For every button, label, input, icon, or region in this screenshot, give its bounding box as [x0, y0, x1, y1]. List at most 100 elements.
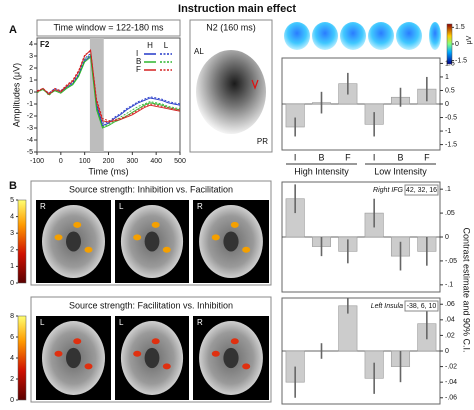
x-tick-label: 300 — [126, 158, 138, 165]
activation-blob — [54, 234, 63, 241]
y-tick-label: 1 — [445, 74, 449, 81]
x-tick-label: I — [373, 152, 376, 162]
scalp-map — [196, 50, 266, 134]
sensor-marker — [251, 79, 259, 90]
time-window — [89, 38, 104, 152]
y-tick-label: .06 — [445, 301, 455, 308]
y-tick-label: 1.5 — [445, 60, 455, 67]
colorbar-tick-label: 4 — [10, 355, 14, 362]
mini-maps — [284, 22, 441, 50]
brain-ventricle — [144, 347, 160, 369]
panel-label: B — [9, 180, 17, 192]
legend-label: F — [136, 65, 141, 74]
side-label: R — [40, 202, 46, 211]
y-tick-label: -.05 — [445, 258, 457, 265]
colorbar-unit: μV — [466, 35, 473, 44]
y-tick-label: -.04 — [445, 379, 457, 386]
brain-ventricle — [66, 231, 81, 252]
colorbar-tick-label: 2 — [10, 247, 14, 254]
plot-frame — [36, 37, 181, 153]
colorbar-tick-label: 0 — [10, 397, 14, 404]
erp-line — [36, 52, 181, 124]
y-tick-label: 3 — [29, 53, 33, 60]
colorbar-tick-label: -1.5 — [455, 58, 467, 65]
activation-blob — [230, 338, 239, 345]
y-tick-label: -1 — [27, 101, 33, 108]
activation-blob — [73, 338, 82, 345]
side-label: L — [119, 318, 124, 327]
y-tick-label: .02 — [445, 332, 455, 339]
activation-blob — [133, 234, 142, 241]
colorbar-tick-label: 6 — [10, 334, 14, 341]
y-tick-label: 0.5 — [445, 87, 455, 94]
y-tick-label: 0 — [445, 101, 449, 108]
colorbar-tick-label: 5 — [10, 197, 14, 204]
brain-ventricle — [66, 347, 81, 369]
colorbar-tick-label: 4 — [10, 213, 14, 220]
side-label: L — [119, 202, 124, 211]
coords-label: -38, 6, 10 — [407, 303, 437, 310]
colorbar-tick-label: 3 — [10, 230, 14, 237]
brain-colorbar — [17, 315, 27, 401]
region-label: Right IFG — [373, 187, 404, 194]
brain-ventricle — [223, 347, 239, 369]
y-tick-label: .05 — [445, 210, 455, 217]
y-tick-label: -1.5 — [445, 141, 457, 148]
y-tick-label: -5 — [27, 149, 33, 156]
topo-label: PR — [257, 137, 268, 146]
coords-box — [404, 300, 439, 312]
activation-blob — [242, 246, 251, 253]
y-tick-label: .04 — [445, 317, 455, 324]
activation-blob — [84, 246, 93, 253]
activation-blob — [84, 363, 93, 370]
brain-ventricle — [223, 231, 239, 252]
activation-blob — [133, 350, 142, 357]
y-tick-label: 0 — [445, 348, 449, 355]
activation-blob — [162, 363, 171, 370]
topo-label: AL — [194, 47, 204, 56]
brain-title: Source strength: Inhibition vs. Facilita… — [69, 184, 233, 194]
colorbar-tick-label: 8 — [10, 313, 14, 320]
x-tick-label: F — [345, 152, 351, 162]
y-tick-label: -4 — [27, 137, 33, 144]
y-tick-label: -.1 — [445, 282, 453, 289]
activation-blob — [151, 221, 160, 228]
erp-line — [36, 49, 181, 123]
brain-ventricle — [144, 231, 160, 252]
brain-title: Source strength: Facilitation vs. Inhibi… — [69, 300, 233, 310]
brain-colorbar — [17, 199, 27, 284]
x-tick-label: -100 — [30, 158, 44, 165]
x-axis-label: Time (ms) — [88, 166, 128, 176]
activation-blob — [151, 338, 160, 345]
x-tick-label: 400 — [150, 158, 162, 165]
activation-blob — [162, 246, 171, 253]
legend-header: H — [147, 41, 153, 50]
y-tick-label: 4 — [29, 41, 33, 48]
coords-box — [404, 184, 439, 196]
activation-blob — [211, 350, 220, 357]
activation-blob — [73, 221, 82, 228]
y-tick-label: -3 — [27, 125, 33, 132]
topo-colorbar — [446, 23, 453, 65]
erp-line — [36, 50, 181, 122]
plot-title: Time window = 122-180 ms — [54, 22, 164, 32]
x-tick-label: 500 — [174, 158, 186, 165]
side-label: R — [197, 202, 203, 211]
x-tick-label: 0 — [59, 158, 63, 165]
legend-label: I — [136, 49, 138, 58]
y-axis-label: Contrast estimate and 90% C.I. — [462, 227, 472, 352]
panel-label: A — [9, 24, 17, 36]
activation-blob — [230, 221, 239, 228]
x-tick-label: I — [294, 152, 297, 162]
side-label: R — [197, 318, 203, 327]
y-tick-label: 0 — [29, 89, 33, 96]
sensor-label: F2 — [40, 40, 50, 49]
y-tick-label: -2 — [27, 113, 33, 120]
x-tick-label: B — [318, 152, 324, 162]
coords-label: 42, 32, 16 — [406, 187, 437, 194]
y-tick-label: .1 — [445, 186, 451, 193]
topo-title: N2 (160 ms) — [206, 22, 256, 32]
title-box — [36, 19, 181, 37]
y-axis-label: Amplitudes (μV) — [11, 63, 21, 127]
